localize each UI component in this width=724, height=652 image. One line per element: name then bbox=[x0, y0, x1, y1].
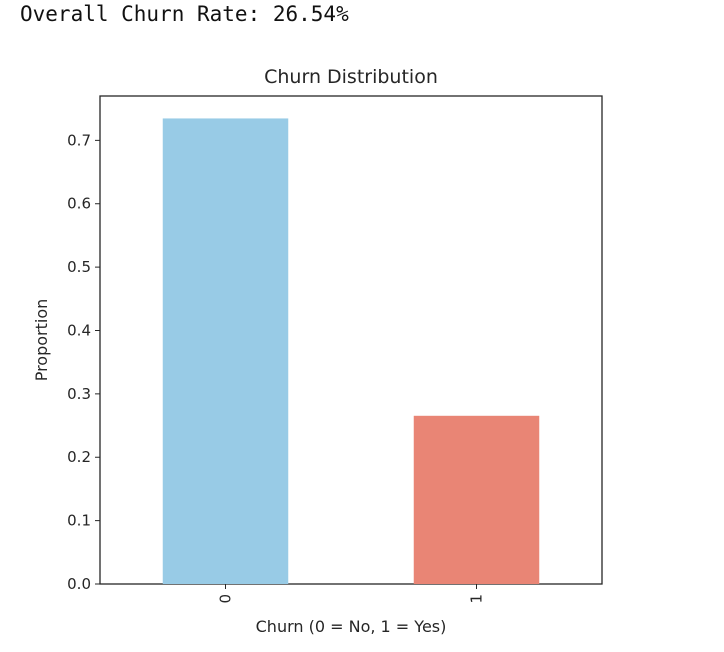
output-text: Overall Churn Rate: 26.54% bbox=[20, 2, 349, 26]
bars-group bbox=[162, 118, 540, 584]
y-tick-label: 0.6 bbox=[67, 195, 91, 213]
y-axis: 0.0 0.1 0.2 0.3 0.4 0.5 0.6 0.7 bbox=[67, 131, 100, 593]
x-tick-label: 1 bbox=[468, 594, 486, 604]
x-tick-label: 0 bbox=[217, 594, 235, 604]
y-tick-label: 0.7 bbox=[67, 131, 91, 149]
y-tick-label: 0.4 bbox=[67, 321, 91, 339]
chart-title: Churn Distribution bbox=[264, 66, 438, 88]
bar-1 bbox=[413, 415, 540, 584]
x-axis-label: Churn (0 = No, 1 = Yes) bbox=[256, 617, 447, 636]
y-tick-label: 0.3 bbox=[67, 385, 91, 403]
y-tick-label: 0.5 bbox=[67, 258, 91, 276]
plot-frame bbox=[99, 95, 603, 585]
y-tick-label: 0.0 bbox=[67, 575, 91, 593]
y-tick-label: 0.2 bbox=[67, 448, 91, 466]
y-tick-label: 0.1 bbox=[67, 512, 91, 530]
bar-0 bbox=[162, 118, 289, 584]
y-axis-label: Proportion bbox=[32, 299, 51, 382]
